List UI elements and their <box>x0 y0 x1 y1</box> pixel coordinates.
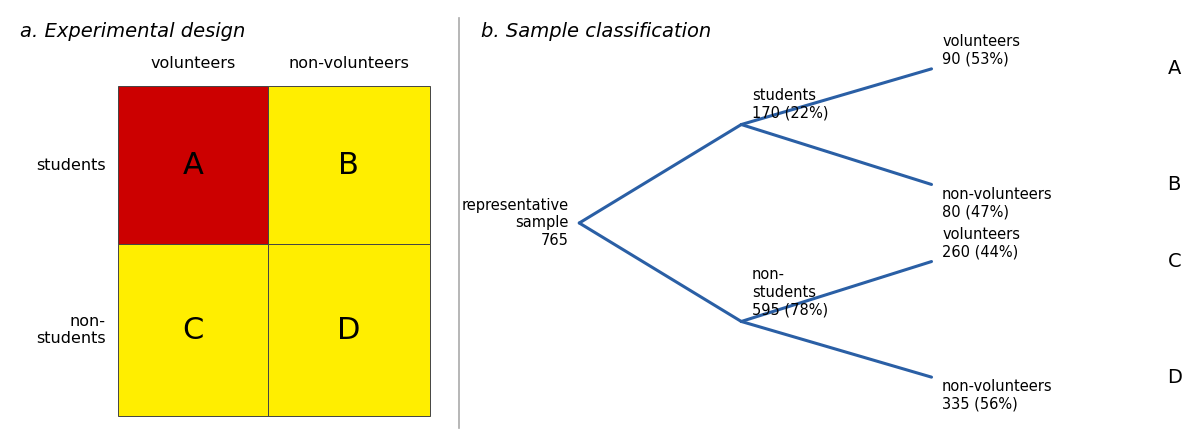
Text: non-
students: non- students <box>36 314 105 346</box>
Text: b. Sample classification: b. Sample classification <box>481 22 710 41</box>
Text: non-volunteers
80 (47%): non-volunteers 80 (47%) <box>942 186 1053 219</box>
Bar <box>268 86 430 244</box>
Text: students: students <box>36 158 105 173</box>
Text: B: B <box>1167 175 1180 194</box>
Text: C: C <box>1167 252 1182 271</box>
Text: volunteers
260 (44%): volunteers 260 (44%) <box>942 227 1021 260</box>
Text: representative
sample
765: representative sample 765 <box>462 198 568 248</box>
Bar <box>268 244 430 416</box>
Text: non-volunteers
335 (56%): non-volunteers 335 (56%) <box>942 379 1053 412</box>
Text: B: B <box>339 151 359 180</box>
Text: A: A <box>1167 59 1180 78</box>
Text: volunteers
90 (53%): volunteers 90 (53%) <box>942 34 1021 67</box>
Text: a. Experimental design: a. Experimental design <box>20 22 246 41</box>
Text: students
170 (22%): students 170 (22%) <box>752 88 829 120</box>
Text: C: C <box>182 315 204 345</box>
Bar <box>118 244 268 416</box>
Text: D: D <box>337 315 360 345</box>
Text: non-
students
595 (78%): non- students 595 (78%) <box>752 268 828 317</box>
Text: D: D <box>1167 368 1183 387</box>
Text: non-volunteers: non-volunteers <box>288 56 408 71</box>
Text: volunteers: volunteers <box>150 56 236 71</box>
Text: A: A <box>182 151 204 180</box>
Bar <box>118 86 268 244</box>
